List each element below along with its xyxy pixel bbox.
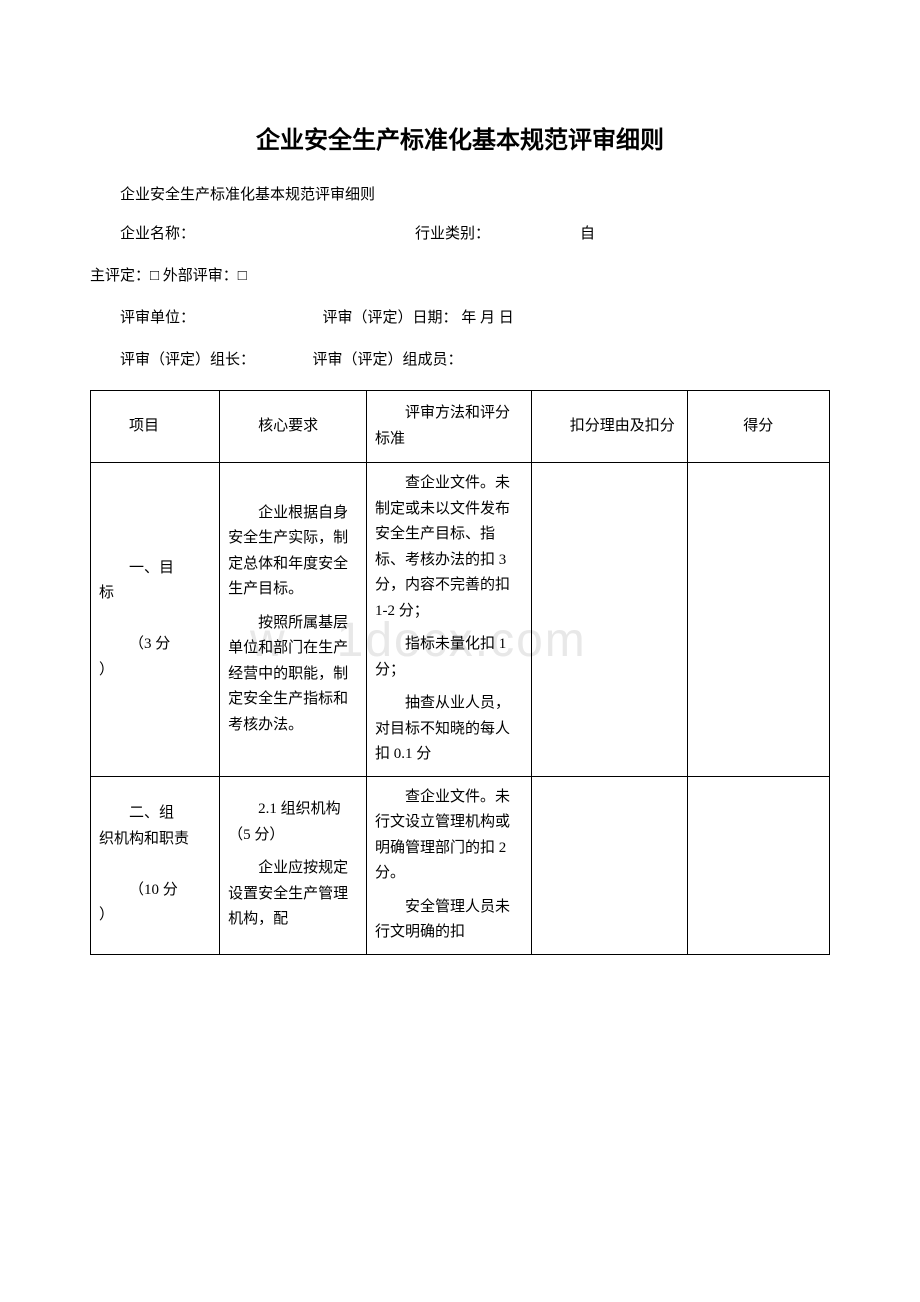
leader-label: 评审（评定）组长：: [120, 352, 255, 368]
meta-row-2: 评审单位： 评审（评定）日期： 年 月 日: [90, 306, 830, 330]
self-eval-label-part1: 自: [580, 226, 595, 242]
table-row: 一、目标 （3 分） 企业根据自身安全生产实际，制定总体和年度安全生产目标。 按…: [91, 463, 830, 777]
header-method: 评审方法和评分标准: [367, 391, 532, 463]
cell-score-2: [687, 776, 829, 954]
cell-method-2: 查企业文件。未行文设立管理机构或明确管理部门的扣 2 分。 安全管理人员未行文明…: [367, 776, 532, 954]
cell-score-1: [687, 463, 829, 777]
document-subtitle: 企业安全生产标准化基本规范评审细则: [90, 183, 830, 204]
cell-project-2: 二、组织机构和职责 （10 分）: [91, 776, 220, 954]
review-date-label: 评审（评定）日期： 年 月 日: [323, 310, 514, 326]
industry-label: 行业类别：: [415, 226, 490, 242]
cell-deduction-1: [531, 463, 687, 777]
company-name-label: 企业名称：: [120, 226, 195, 242]
members-label: 评审（评定）组成员：: [313, 352, 463, 368]
cell-method-1: 查企业文件。未制定或未以文件发布安全生产目标、指标、考核办法的扣 3 分，内容不…: [367, 463, 532, 777]
document-title: 企业安全生产标准化基本规范评审细则: [90, 120, 830, 155]
header-requirement: 核心要求: [220, 391, 367, 463]
cell-requirement-1: 企业根据自身安全生产实际，制定总体和年度安全生产目标。 按照所属基层单位和部门在…: [220, 463, 367, 777]
header-deduction: 扣分理由及扣分: [531, 391, 687, 463]
cell-project-1: 一、目标 （3 分）: [91, 463, 220, 777]
meta-row-1: 企业名称： 行业类别： 自: [90, 222, 830, 246]
meta-row-3: 评审（评定）组长： 评审（评定）组成员：: [90, 348, 830, 372]
header-project: 项目: [91, 391, 220, 463]
table-header-row: 项目 核心要求 评审方法和评分标准 扣分理由及扣分 得分: [91, 391, 830, 463]
self-eval-label-part2: 主评定：□ 外部评审：□: [90, 268, 247, 284]
evaluation-table: 项目 核心要求 评审方法和评分标准 扣分理由及扣分 得分 一、目标 （3 分） …: [90, 390, 830, 955]
table-row: 二、组织机构和职责 （10 分） 2.1 组织机构（5 分） 企业应按规定设置安…: [91, 776, 830, 954]
meta-row-1b: 主评定：□ 外部评审：□: [90, 264, 830, 288]
cell-requirement-2: 2.1 组织机构（5 分） 企业应按规定设置安全生产管理机构，配: [220, 776, 367, 954]
header-score: 得分: [687, 391, 829, 463]
review-unit-label: 评审单位：: [120, 310, 195, 326]
cell-deduction-2: [531, 776, 687, 954]
